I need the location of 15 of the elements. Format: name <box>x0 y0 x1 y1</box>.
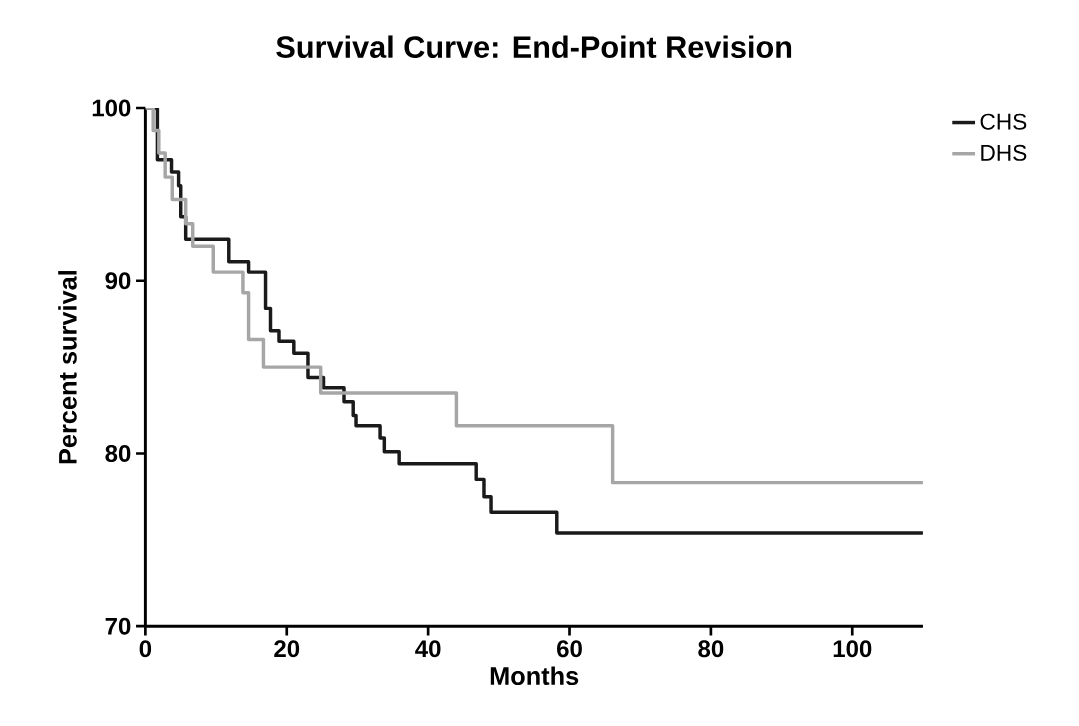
x-tick-label: 100 <box>833 640 872 658</box>
chart-title: Survival Curve: End-Point Revision <box>276 35 792 58</box>
legend-label: CHS <box>980 113 1027 130</box>
y-tick-label: 70 <box>105 617 131 635</box>
x-tick-label: 0 <box>139 640 152 658</box>
y-tick-label: 100 <box>92 99 131 117</box>
y-tick-label: 80 <box>105 444 131 462</box>
x-tick-label: 40 <box>415 640 441 658</box>
legend-label: DHS <box>981 144 1027 161</box>
x-tick-label: 80 <box>698 640 724 658</box>
x-axis-title: Months <box>490 666 579 685</box>
y-tick-label: 90 <box>105 272 131 290</box>
x-tick-label: 60 <box>557 640 582 658</box>
x-tick-label: 20 <box>274 640 300 658</box>
y-axis-title: Percent survival <box>58 270 77 464</box>
